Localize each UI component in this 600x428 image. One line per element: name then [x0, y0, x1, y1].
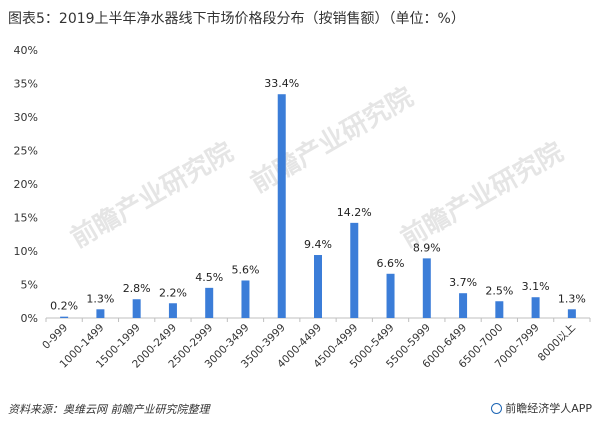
data-label: 1.3% — [86, 292, 114, 305]
bar — [168, 303, 177, 318]
y-tick-label: 40% — [14, 44, 38, 57]
data-label: 4.5% — [195, 271, 223, 284]
source-note: 资料来源：奥维云网 前瞻产业研究院整理 — [8, 403, 210, 416]
bar — [60, 316, 69, 318]
brand-label: 前瞻经济学人APP — [491, 400, 592, 416]
y-tick-label: 10% — [14, 245, 38, 258]
data-label: 33.4% — [264, 77, 299, 90]
data-label: 1.3% — [558, 292, 586, 305]
y-tick-label: 35% — [14, 78, 38, 91]
bar — [422, 258, 431, 318]
data-label: 2.5% — [485, 284, 513, 297]
bar — [495, 301, 504, 318]
data-label: 3.1% — [522, 280, 550, 293]
data-label: 6.6% — [377, 257, 405, 270]
data-label: 3.7% — [449, 276, 477, 289]
chart-title: 图表5：2019上半年净水器线下市场价格段分布（按销售额）（单位：%） — [8, 11, 465, 27]
y-tick-label: 15% — [14, 212, 38, 225]
data-label: 14.2% — [337, 206, 372, 219]
y-tick-label: 5% — [21, 279, 38, 292]
y-tick-label: 30% — [14, 111, 38, 124]
bar — [459, 293, 468, 318]
bar — [241, 280, 250, 318]
bar — [96, 309, 105, 318]
bar — [205, 287, 214, 318]
bar — [350, 222, 359, 318]
bar — [132, 299, 141, 318]
data-label: 0.2% — [50, 300, 78, 313]
data-label: 2.2% — [159, 286, 187, 299]
y-tick-label: 20% — [14, 178, 38, 191]
data-label: 5.6% — [231, 263, 259, 276]
bar — [314, 255, 322, 318]
y-tick-label: 25% — [14, 145, 38, 158]
data-label: 9.4% — [304, 238, 332, 251]
bar — [386, 273, 395, 318]
brand-logo-icon — [491, 402, 503, 414]
bar — [567, 309, 576, 318]
brand-text: 前瞻经济学人APP — [505, 402, 592, 415]
x-tick-label: 8000以上 — [536, 322, 578, 364]
x-tick-label: 0-999 — [40, 322, 70, 352]
data-label: 8.9% — [413, 241, 441, 254]
bar — [531, 297, 540, 318]
y-tick-label: 0% — [21, 312, 38, 325]
data-label: 2.8% — [123, 282, 151, 295]
bar — [277, 94, 286, 318]
bar-chart: 0%5%10%15%20%25%30%35%40%0.2%0-9991.3%10… — [14, 44, 591, 371]
